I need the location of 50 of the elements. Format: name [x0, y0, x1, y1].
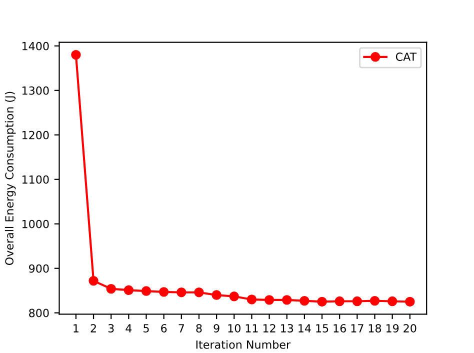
y-axis-title: Overall Energy Consumption (J) — [4, 92, 16, 266]
x-tick-label: 4 — [126, 324, 132, 332]
point — [370, 296, 380, 306]
x-tick-label: 20 — [404, 324, 416, 332]
x-tick-label: 5 — [144, 324, 149, 332]
x-tick-label: 18 — [368, 324, 382, 332]
y-tick-label: 1100 — [22, 175, 49, 184]
point — [124, 285, 134, 296]
x-tick-label: 7 — [178, 324, 184, 332]
y-tick-label: 1400 — [22, 42, 49, 50]
x-tick-label: 17 — [351, 324, 364, 332]
x-tick-label: 16 — [334, 324, 346, 332]
x-tick-label: 11 — [246, 324, 258, 332]
point — [158, 287, 169, 297]
point — [106, 284, 116, 294]
point — [194, 288, 204, 298]
x-tick-label: 15 — [316, 324, 328, 332]
point — [88, 276, 98, 286]
point — [141, 286, 152, 296]
y-tick-label: 1000 — [22, 220, 49, 228]
point — [71, 50, 81, 60]
y-tick-label: 900 — [29, 264, 49, 273]
x-tick-label: 12 — [263, 324, 276, 332]
point — [176, 288, 186, 298]
y-tick-label: 1300 — [22, 86, 49, 95]
point — [246, 294, 257, 304]
point — [300, 296, 310, 306]
x-tick-label: 8 — [196, 324, 202, 332]
point — [282, 295, 292, 305]
x-tick-label: 2 — [90, 324, 96, 332]
point — [387, 296, 398, 306]
legend-label: CAT — [396, 52, 417, 61]
y-tick-label: 800 — [29, 308, 49, 318]
point — [229, 292, 239, 302]
x-tick-label: 3 — [108, 324, 114, 332]
x-axis-title: Iteration Number — [196, 340, 291, 349]
x-tick-label: 10 — [228, 324, 240, 332]
y-tick-label: 1200 — [22, 130, 49, 140]
point — [352, 296, 362, 306]
point — [334, 296, 344, 306]
x-tick-label: 14 — [298, 324, 311, 332]
x-tick-label: 6 — [161, 324, 167, 332]
x-tick-label: 9 — [214, 324, 220, 332]
point — [264, 295, 274, 305]
point — [405, 296, 415, 307]
x-tick-label: 13 — [281, 324, 294, 332]
x-tick-label: 1 — [74, 324, 78, 332]
x-tick-label: 19 — [386, 324, 399, 332]
point — [317, 296, 327, 307]
point — [212, 290, 222, 300]
